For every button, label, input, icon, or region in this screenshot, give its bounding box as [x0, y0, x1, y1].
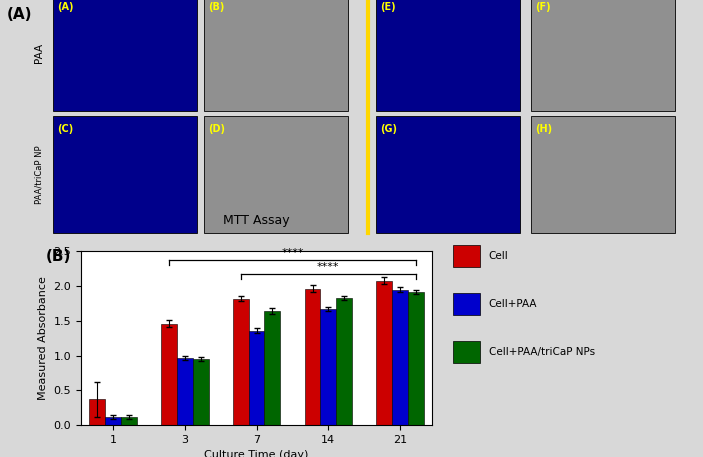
Bar	[249, 330, 264, 425]
Bar	[105, 417, 121, 425]
Bar	[53, 0, 197, 112]
Text: (B): (B)	[46, 249, 71, 264]
Text: PAA/triCaP NP: PAA/triCaP NP	[34, 145, 43, 204]
Bar	[204, 116, 348, 233]
Text: (H): (H)	[535, 123, 552, 133]
Bar	[336, 298, 352, 425]
Bar	[233, 298, 249, 425]
Text: Cell: Cell	[489, 251, 508, 261]
Bar	[321, 309, 336, 425]
Bar	[392, 290, 408, 425]
Title: MTT Assay: MTT Assay	[224, 213, 290, 227]
Bar	[376, 0, 520, 112]
Bar	[376, 281, 392, 425]
Text: (C): (C)	[57, 123, 73, 133]
Bar	[177, 358, 193, 425]
X-axis label: Culture Time (day): Culture Time (day)	[205, 450, 309, 457]
Y-axis label: Measured Absorbance: Measured Absorbance	[38, 276, 48, 400]
Bar	[531, 0, 675, 112]
Text: (A): (A)	[57, 2, 73, 12]
Bar	[161, 324, 177, 425]
Text: (A): (A)	[7, 7, 32, 22]
Bar	[121, 417, 137, 425]
Text: Cell+PAA/triCaP NPs: Cell+PAA/triCaP NPs	[489, 347, 595, 357]
Text: PAA: PAA	[34, 43, 44, 64]
Text: Cell+PAA: Cell+PAA	[489, 299, 537, 309]
Bar	[53, 116, 197, 233]
Text: (F): (F)	[535, 2, 550, 12]
Bar	[204, 0, 348, 112]
Text: (E): (E)	[380, 2, 396, 12]
Bar	[304, 289, 321, 425]
Text: ****: ****	[317, 262, 340, 272]
Bar	[264, 311, 280, 425]
Text: (D): (D)	[208, 123, 225, 133]
Text: ****: ****	[281, 248, 304, 258]
Bar	[89, 399, 105, 425]
Text: (B): (B)	[208, 2, 224, 12]
Bar	[193, 359, 209, 425]
Bar	[531, 116, 675, 233]
Text: (G): (G)	[380, 123, 397, 133]
Bar	[376, 116, 520, 233]
Bar	[408, 292, 424, 425]
